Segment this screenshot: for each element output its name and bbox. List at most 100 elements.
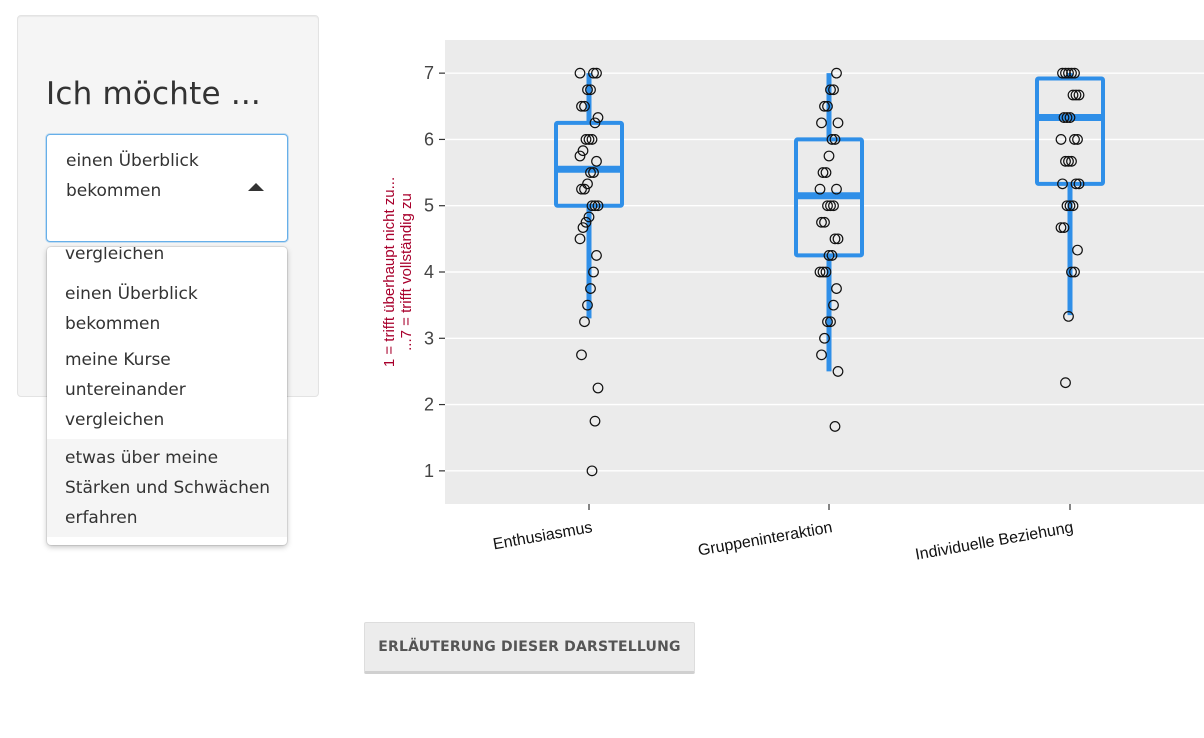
y-tick-label: 5	[424, 196, 434, 216]
data-point	[1060, 67, 1071, 79]
data-point	[589, 200, 601, 212]
y-axis-label-line: ...7 = trifft vollständig zu	[398, 193, 415, 351]
data-point	[829, 421, 841, 432]
data-point	[1069, 266, 1080, 278]
data-point	[817, 266, 829, 278]
data-point	[1066, 155, 1077, 167]
rating-boxplot-chart: 1 2 3 4 5 6 7 Enthusiasmus Gruppeninteraktion In…	[381, 40, 1204, 564]
y-tick-label: 6	[424, 129, 434, 149]
data-point	[576, 349, 587, 361]
data-point	[1067, 200, 1079, 212]
data-point	[582, 84, 593, 96]
data-point	[574, 233, 586, 245]
data-point	[825, 200, 836, 212]
box-iqr	[1035, 76, 1105, 186]
data-point	[819, 100, 830, 112]
data-point	[814, 183, 826, 195]
y-tick-label: 4	[424, 262, 434, 282]
data-point	[591, 67, 602, 79]
data-point	[1058, 222, 1070, 233]
y-axis-ticks: 1 2 3 4 5 6 7	[424, 63, 445, 481]
data-point	[583, 134, 595, 145]
data-point	[814, 266, 826, 278]
y-axis-label: 1 = trifft überhaupt nicht zu... ...7 = t…	[381, 177, 415, 367]
data-point	[577, 222, 589, 233]
data-point	[1058, 112, 1070, 123]
data-point	[823, 150, 835, 162]
data-point	[1072, 244, 1083, 256]
goal-select-value: einen Überblick bekommen	[66, 151, 199, 201]
data-point	[576, 183, 587, 195]
x-tick-label: Gruppeninteraktion	[697, 519, 834, 559]
dropdown-option-partial[interactable]: vergleichen	[65, 247, 165, 264]
y-tick-label: 1	[424, 461, 434, 481]
data-point	[822, 100, 833, 112]
x-tick-label: Individuelle Beziehung	[914, 519, 1075, 564]
data-point	[823, 250, 835, 261]
data-point	[831, 67, 842, 79]
data-point	[826, 250, 838, 261]
data-point	[1060, 155, 1071, 167]
y-tick-label: 7	[424, 63, 434, 83]
dropdown-option-overview[interactable]: einen Überblick bekommen	[65, 284, 198, 334]
data-point	[816, 216, 827, 228]
data-point	[817, 167, 829, 178]
data-point	[585, 84, 596, 96]
x-tick-label: Enthusiasmus	[492, 519, 594, 553]
x-axis-ticks: Enthusiasmus Gruppeninteraktion Individuel…	[492, 504, 1075, 564]
explanation-button[interactable]: ERLÄUTERUNG DIESER DARSTELLUNG	[364, 622, 695, 674]
data-point	[585, 167, 596, 178]
caret-up-icon[interactable]	[248, 183, 264, 191]
data-point	[828, 299, 839, 311]
data-point	[1073, 89, 1085, 101]
data-point	[586, 200, 598, 212]
data-point	[819, 216, 830, 228]
data-point	[579, 100, 590, 112]
dropdown-option-strengths-weaknesses[interactable]: etwas über meine Stärken und Schwächen e…	[47, 439, 287, 537]
data-point	[1066, 67, 1077, 79]
data-point	[592, 382, 604, 394]
y-axis-label-line: 1 = trifft überhaupt nicht zu...	[381, 177, 398, 367]
data-point	[585, 283, 596, 294]
goal-select[interactable]: einen Überblick bekommen	[46, 134, 288, 242]
dropdown-option-compare-courses[interactable]: meine Kurse untereinander vergleichen	[65, 350, 186, 430]
data-point	[822, 200, 833, 212]
data-point	[588, 266, 599, 278]
data-point	[1064, 112, 1076, 123]
data-point	[822, 316, 833, 328]
boxplot-enthusiasmus	[554, 73, 624, 319]
data-point	[1064, 200, 1076, 212]
data-points	[574, 67, 1085, 477]
y-tick-label: 2	[424, 395, 434, 415]
data-point	[589, 117, 601, 129]
data-point	[1055, 222, 1067, 233]
data-point	[586, 465, 598, 477]
data-point	[1055, 134, 1067, 145]
data-point	[592, 200, 604, 212]
data-point	[1063, 155, 1074, 167]
boxplots	[554, 73, 1105, 372]
data-point	[591, 250, 602, 261]
data-point	[816, 349, 827, 361]
box-iqr	[554, 120, 624, 208]
data-point	[828, 84, 839, 96]
data-point	[583, 211, 595, 223]
data-point	[825, 316, 836, 328]
data-point	[591, 155, 602, 167]
data-point	[579, 183, 590, 195]
data-point	[1063, 67, 1074, 79]
y-tick-label: 3	[424, 328, 434, 348]
data-point	[829, 134, 841, 145]
data-point	[825, 84, 836, 96]
data-point	[1060, 377, 1071, 389]
data-point	[832, 366, 844, 377]
data-point	[1069, 134, 1080, 145]
data-point	[582, 299, 593, 311]
data-point	[589, 415, 601, 427]
data-point	[832, 233, 844, 245]
data-point	[820, 167, 832, 178]
data-point	[1073, 178, 1085, 190]
boxplot-gruppeninteraktion	[794, 73, 864, 372]
data-point	[592, 112, 604, 123]
sidebar-title: Ich möchte ...	[46, 76, 261, 112]
